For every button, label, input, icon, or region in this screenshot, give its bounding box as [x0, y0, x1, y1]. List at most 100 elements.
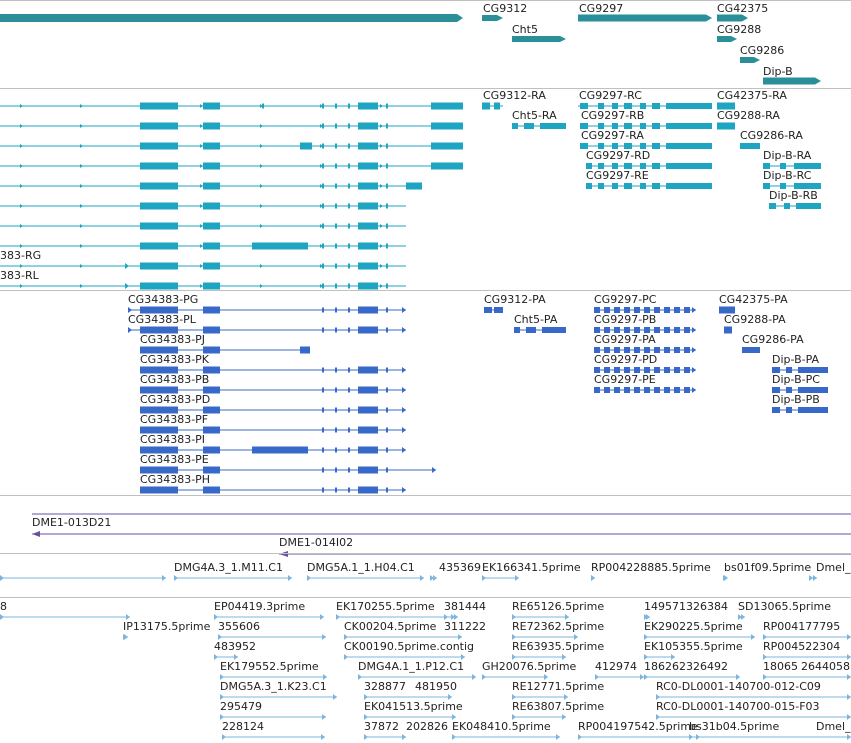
cds-label[interactable]: Dip-B-PA	[772, 353, 820, 366]
cds-label[interactable]: CG9297-PC	[594, 293, 657, 306]
cds-label[interactable]: CG34383-PG	[128, 293, 199, 306]
est-start-chevron	[644, 674, 648, 680]
est-label[interactable]: 37872	[364, 720, 399, 733]
cds-label[interactable]: CG42375-PA	[719, 293, 788, 306]
transcript-label[interactable]: CG9288-RA	[717, 109, 780, 122]
gene-label[interactable]: CG9286	[740, 44, 785, 57]
est-label[interactable]: SD13065.5prime	[738, 600, 831, 613]
est-label[interactable]: RP004177795	[763, 620, 841, 633]
cds-label[interactable]: CG9297-PD	[594, 353, 658, 366]
transcript-label[interactable]: 383-RG	[0, 249, 42, 262]
est-label[interactable]: RC0-DL0001-140700-012-C09	[656, 680, 821, 693]
transcript-label[interactable]: CG9297-RD	[586, 149, 651, 162]
est-label[interactable]: EK166341.5prime	[482, 561, 581, 574]
clone-label[interactable]: DME1-013D21	[32, 516, 112, 529]
est-label[interactable]: Dmel_	[816, 561, 851, 574]
est-label[interactable]: RE63935.5prime	[512, 640, 605, 653]
est-label[interactable]: EK179552.5prime	[220, 660, 319, 673]
est-label[interactable]: 412974	[595, 660, 637, 673]
cds-label[interactable]: CG9286-PA	[742, 333, 804, 346]
transcript-label[interactable]: Dip-B-RC	[763, 169, 812, 182]
est-label[interactable]: DMG4A.3_1.M11.C1	[174, 561, 283, 574]
est-label[interactable]: 381444	[444, 600, 486, 613]
cds-exon	[348, 327, 350, 333]
cds-label[interactable]: Dip-B-PC	[772, 373, 820, 386]
gene-label[interactable]: CG42375	[717, 2, 769, 15]
est-label[interactable]: 149571326384	[644, 600, 728, 613]
est-label[interactable]: EK290225.5prime	[644, 620, 743, 633]
est-label[interactable]: EP04419.3prime	[214, 600, 306, 613]
transcript-exon	[386, 163, 388, 169]
est-label[interactable]: 355606	[218, 620, 260, 633]
est-label[interactable]: DMG4A.1_1.P12.C1	[358, 660, 465, 673]
cds-label[interactable]: CG34383-PB	[140, 373, 210, 386]
est-label[interactable]: EK041513.5prime	[364, 700, 463, 713]
transcript-label[interactable]: CG9297-RE	[586, 169, 649, 182]
transcript-label[interactable]: Dip-B-RB	[769, 189, 818, 202]
est-label[interactable]: EK170255.5prime	[336, 600, 435, 613]
est-label[interactable]: EK105355.5prime	[644, 640, 743, 653]
est-start-chevron	[656, 694, 660, 700]
cds-label[interactable]: CG9297-PE	[594, 373, 656, 386]
cds-label[interactable]: CG34383-PH	[140, 473, 211, 486]
cds-label[interactable]: CG34383-PD	[140, 393, 211, 406]
est-label[interactable]: 186262326492	[644, 660, 728, 673]
cds-label[interactable]: CG34383-PI	[140, 433, 206, 446]
est-label[interactable]: 481950	[415, 680, 457, 693]
est-label[interactable]: RE12771.5prime	[512, 680, 605, 693]
transcript-label[interactable]: CG9286-RA	[740, 129, 803, 142]
est-label[interactable]: RP004197542.5prime	[578, 720, 698, 733]
est-label[interactable]: 435369	[439, 561, 481, 574]
est-label[interactable]: 2644058	[801, 660, 850, 673]
est-label[interactable]: RP004522304	[763, 640, 841, 653]
transcript-label[interactable]: CG9297-RB	[581, 109, 645, 122]
est-label[interactable]: bs31b04.5prime	[689, 720, 780, 733]
cds-label[interactable]: CG9288-PA	[724, 313, 786, 326]
est-label[interactable]: RC0-DL0001-140700-015-F03	[656, 700, 820, 713]
est-label[interactable]: RE65126.5prime	[512, 600, 605, 613]
est-label[interactable]: RE72362.5prime	[512, 620, 605, 633]
gene-label[interactable]: Dip-B	[763, 65, 793, 78]
cds-label[interactable]: CG34383-PE	[140, 453, 209, 466]
est-label[interactable]: 8	[0, 600, 7, 613]
cds-label[interactable]: CG34383-PK	[140, 353, 210, 366]
cds-label[interactable]: CG34383-PJ	[140, 333, 206, 346]
gene-label[interactable]: CG9288	[717, 23, 762, 36]
transcript-label[interactable]: CG9297-RA	[581, 129, 644, 142]
est-label[interactable]: EK048410.5prime	[452, 720, 551, 733]
est-label[interactable]: 328877	[364, 680, 406, 693]
est-label[interactable]: IP13175.5prime	[123, 620, 211, 633]
est-label[interactable]: 228124	[222, 720, 264, 733]
gene-label[interactable]: CG9297	[579, 2, 624, 15]
est-label[interactable]: RE63807.5prime	[512, 700, 605, 713]
est-label[interactable]: GH20076.5prime	[482, 660, 577, 673]
gene-label[interactable]: CG9312	[483, 2, 528, 15]
cds-label[interactable]: Cht5-PA	[514, 313, 558, 326]
transcript-label[interactable]: Cht5-RA	[512, 109, 557, 122]
gene-label[interactable]: Cht5	[512, 23, 538, 36]
est-label[interactable]: 295479	[220, 700, 262, 713]
cds-label[interactable]: CG9297-PB	[594, 313, 657, 326]
clone-label[interactable]: DME1-014I02	[279, 536, 354, 549]
est-label[interactable]: Dmel_	[816, 720, 851, 733]
transcript-label[interactable]: CG9312-RA	[483, 89, 546, 102]
transcript-label[interactable]: Dip-B-RA	[763, 149, 812, 162]
transcript-label[interactable]: 383-RL	[0, 269, 39, 282]
est-label[interactable]: CK00190.5prime.contig	[344, 640, 475, 653]
est-label[interactable]: DMG5A.1_1.H04.C1	[307, 561, 415, 574]
est-label[interactable]: RP004228885.5prime	[591, 561, 711, 574]
cds-label[interactable]: CG34383-PL	[128, 313, 196, 326]
cds-label[interactable]: CG34383-PF	[140, 413, 209, 426]
cds-label[interactable]: CG9312-PA	[484, 293, 546, 306]
est-label[interactable]: 311222	[444, 620, 486, 633]
est-label[interactable]: DMG5A.3_1.K23.C1	[220, 680, 327, 693]
est-label[interactable]: 18065	[763, 660, 798, 673]
transcript-label[interactable]: CG9297-RC	[579, 89, 642, 102]
transcript-label[interactable]: CG42375-RA	[717, 89, 787, 102]
est-label[interactable]: bs01f09.5prime	[724, 561, 812, 574]
cds-label[interactable]: CG9297-PA	[594, 333, 656, 346]
cds-label[interactable]: Dip-B-PB	[772, 393, 820, 406]
est-label[interactable]: 483952	[214, 640, 256, 653]
est-label[interactable]: 202826	[406, 720, 448, 733]
est-label[interactable]: CK00204.5prime	[344, 620, 437, 633]
